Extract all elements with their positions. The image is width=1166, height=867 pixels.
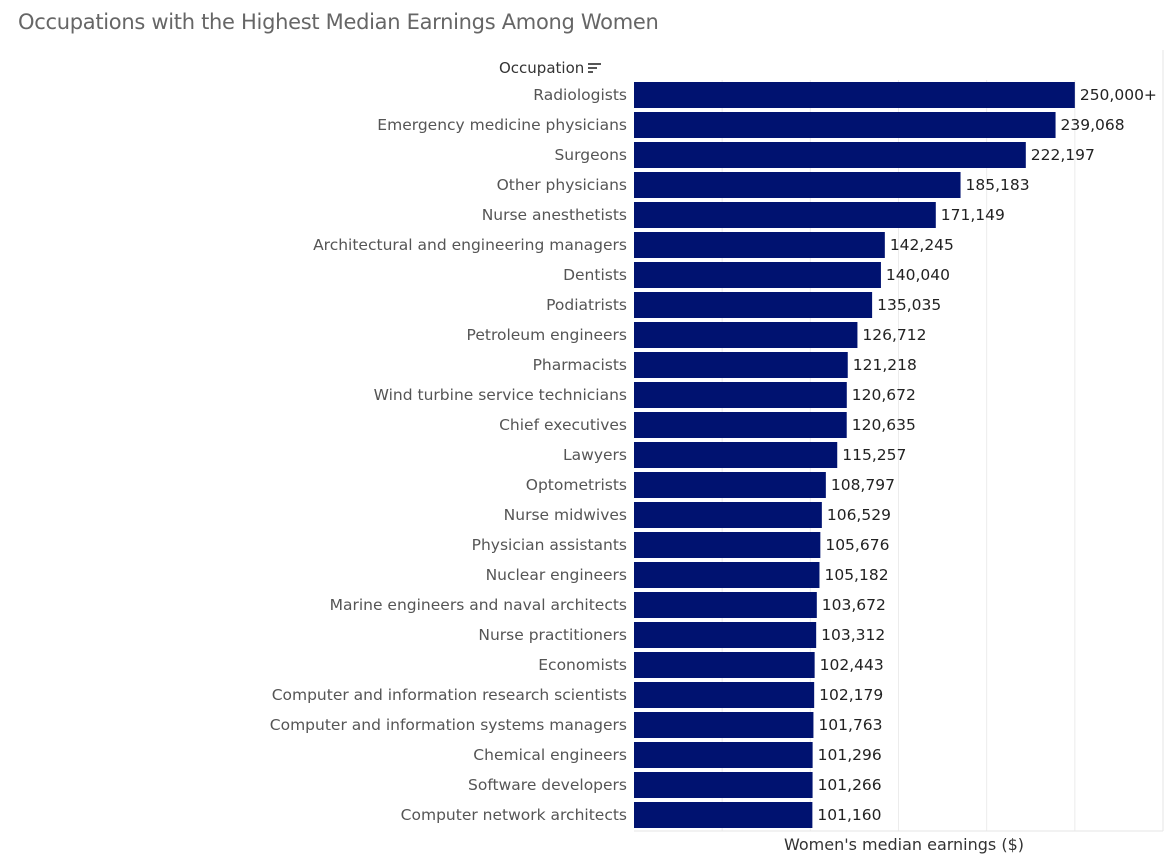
bar[interactable] (634, 292, 873, 318)
x-axis-label: Women's median earnings ($) (783, 835, 1025, 854)
category-label: Nuclear engineers (486, 566, 627, 584)
data-label: 140,040 (886, 266, 950, 284)
category-label: Optometrists (526, 476, 627, 494)
category-label: Architectural and engineering managers (313, 236, 627, 254)
bar[interactable] (634, 712, 814, 738)
data-label: 108,797 (831, 476, 895, 494)
category-label: Marine engineers and naval architects (330, 596, 627, 614)
bar[interactable] (634, 262, 881, 288)
category-label: Lawyers (563, 446, 627, 464)
category-label: Economists (538, 656, 627, 674)
data-label: 102,179 (819, 686, 883, 704)
category-label: Emergency medicine physicians (377, 116, 627, 134)
data-label: 101,763 (818, 716, 882, 734)
bar[interactable] (634, 532, 821, 558)
bar[interactable] (634, 772, 813, 798)
bar[interactable] (634, 502, 822, 528)
data-label: 115,257 (842, 446, 906, 464)
bar[interactable] (634, 682, 815, 708)
sort-descending-icon[interactable] (588, 62, 602, 74)
data-label: 239,068 (1061, 116, 1125, 134)
data-label: 101,266 (818, 776, 882, 794)
data-label: 101,160 (817, 806, 881, 824)
category-label: Radiologists (533, 86, 627, 104)
occupation-header-label: Occupation (499, 59, 585, 77)
data-label: 250,000+ (1080, 86, 1157, 104)
bar[interactable] (634, 352, 848, 378)
data-label: 171,149 (941, 206, 1005, 224)
bar[interactable] (634, 652, 815, 678)
data-label: 120,635 (852, 416, 916, 434)
bar[interactable] (634, 622, 817, 648)
bar[interactable] (634, 562, 820, 588)
bar[interactable] (634, 382, 847, 408)
category-label: Computer and information systems manager… (270, 716, 627, 734)
data-label: 120,672 (852, 386, 916, 404)
bar[interactable] (634, 112, 1056, 138)
category-label: Physician assistants (472, 536, 627, 554)
data-label: 106,529 (827, 506, 891, 524)
category-label: Chemical engineers (473, 746, 627, 764)
category-label: Dentists (563, 266, 627, 284)
data-label: 103,312 (821, 626, 885, 644)
data-label: 142,245 (890, 236, 954, 254)
category-label: Other physicians (497, 176, 627, 194)
category-label: Nurse practitioners (478, 626, 627, 644)
category-label: Wind turbine service technicians (374, 386, 627, 404)
bar[interactable] (634, 142, 1026, 168)
bar[interactable] (634, 232, 885, 258)
chart-title: Occupations with the Highest Median Earn… (18, 10, 659, 34)
bar[interactable] (634, 592, 817, 618)
bar[interactable] (634, 412, 847, 438)
category-label: Computer network architects (401, 806, 627, 824)
occupation-header[interactable]: Occupation (499, 59, 602, 77)
bar[interactable] (634, 172, 961, 198)
category-label: Podiatrists (546, 296, 627, 314)
category-label: Nurse anesthetists (482, 206, 627, 224)
data-label: 135,035 (877, 296, 941, 314)
bar[interactable] (634, 322, 858, 348)
category-label: Petroleum engineers (467, 326, 627, 344)
data-label: 105,182 (824, 566, 888, 584)
bar[interactable] (634, 472, 826, 498)
data-label: 103,672 (822, 596, 886, 614)
category-label: Pharmacists (533, 356, 627, 374)
data-label: 121,218 (853, 356, 917, 374)
data-label: 101,296 (818, 746, 882, 764)
category-label: Software developers (468, 776, 627, 794)
bar[interactable] (634, 442, 838, 468)
data-label: 102,443 (820, 656, 884, 674)
category-label: Computer and information research scient… (272, 686, 627, 704)
data-label: 222,197 (1031, 146, 1095, 164)
category-label: Surgeons (554, 146, 627, 164)
bar[interactable] (634, 802, 813, 828)
category-label: Nurse midwives (504, 506, 627, 524)
data-label: 126,712 (862, 326, 926, 344)
bar[interactable] (634, 202, 936, 228)
category-label: Chief executives (499, 416, 627, 434)
data-label: 185,183 (966, 176, 1030, 194)
data-label: 105,676 (825, 536, 889, 554)
bar[interactable] (634, 742, 813, 768)
bar[interactable] (634, 82, 1075, 108)
